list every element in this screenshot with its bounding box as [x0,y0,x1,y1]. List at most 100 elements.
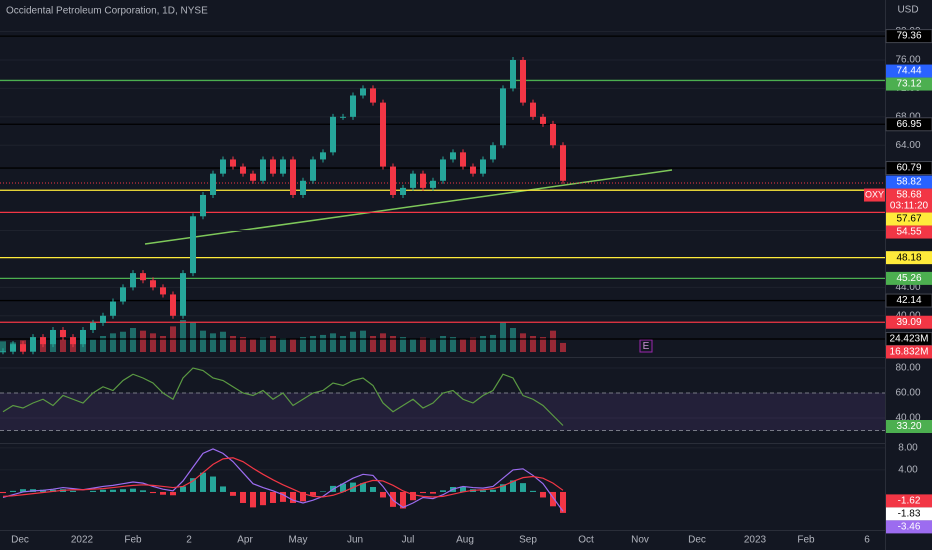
macd-histogram [210,476,216,492]
candle-body [190,216,196,274]
candle-body [480,159,486,174]
trend-line [144,169,673,245]
volume-bar [180,320,186,352]
candle-body [370,88,376,103]
volume-bar [90,339,96,352]
price-tag-label: 54.55 [896,227,921,238]
macd-histogram [490,489,496,492]
price-tag [886,494,932,508]
candle-body [100,315,106,323]
macd-histogram [160,491,166,495]
macd-histogram [460,486,466,492]
candle-body [210,173,216,195]
volume-bar [300,337,306,352]
event-marker[interactable] [639,339,653,353]
candle-body [530,102,536,117]
price-tag [886,345,932,359]
volume-bar [240,337,246,352]
volume-bar [410,338,416,352]
price-tag-label: 58.82 [896,177,921,188]
candle-body [180,273,186,316]
y-tick-label: 40.00 [895,413,920,424]
axis-border [0,530,932,531]
volume-bar [40,342,46,352]
candle-body [40,337,46,345]
macd-line [2,448,564,512]
candle-body [390,166,396,195]
macd-histogram [550,491,556,507]
volume-bar [380,333,386,352]
macd-histogram [560,491,566,513]
volume-bar [250,338,256,352]
price-tag-label: 66.95 [896,119,921,130]
candle-body [70,337,76,345]
macd-histogram [480,490,486,492]
macd-histogram [220,486,226,492]
price-tag [886,225,932,239]
signal-line [2,457,564,498]
volume-bar [310,336,316,352]
volume-bar [260,337,266,352]
x-tick-label: Dec [688,535,706,546]
price-tag-label: 79.36 [896,31,921,42]
candle-body [410,173,416,188]
price-tag-label: 58.68 [896,190,921,201]
macd-histogram [300,491,306,502]
panel-separator [0,443,885,444]
candle-body [160,287,166,295]
candle-body [260,159,266,181]
macd-histogram [430,491,436,494]
volume-bar [460,338,466,352]
candle-body [170,294,176,316]
volume-bar [490,334,496,352]
price-tag [885,293,932,308]
candle-body [230,159,236,167]
volume-bar [330,333,336,352]
macd-histogram [420,491,426,494]
macd-histogram [140,490,146,492]
candle-body [200,194,206,217]
price-tag-label: 24.423M [890,334,929,345]
volume-bar [340,336,346,352]
candle-body [560,145,566,181]
x-tick-label: May [289,535,308,546]
panel-separator [0,357,885,358]
candle-body [380,102,386,167]
x-tick-label: 2 [186,535,192,546]
candle-body [540,116,546,124]
volume-bar [530,336,536,352]
y-tick-label: 64.00 [895,140,920,151]
x-tick-label: Apr [237,535,253,546]
y-tick-label: 68.00 [895,111,920,122]
macd-histogram [290,491,296,503]
candle-body [400,187,406,195]
volume-bar [0,341,6,352]
y-tick-label: 44.00 [895,282,920,293]
candle-body [290,159,296,195]
x-tick-label: Dec [11,535,29,546]
x-tick-label: Jun [347,535,363,546]
price-tag [886,251,932,265]
volume-bar [60,338,66,352]
x-tick-label: Nov [631,535,649,546]
candle-body [20,344,26,352]
candle-body [110,301,116,316]
candle-body [500,88,506,146]
volume-bar [290,339,296,352]
price-tag-label: -1.62 [898,496,921,507]
macd-histogram [530,490,536,492]
y-tick-label: 4.00 [898,465,918,476]
symbol-tag [864,188,885,202]
volume-bar [360,330,366,352]
candle-body [520,59,526,103]
volume-bar [120,331,126,352]
event-label: E [643,341,650,352]
price-tag [886,520,932,534]
volume-bar [110,333,116,352]
volume-bar [500,322,506,352]
x-tick-label: Sep [519,535,537,546]
price-tag-label: 39.09 [896,317,921,328]
candle-body [430,180,436,188]
symbol-label: OXY [865,189,884,199]
macd-histogram [200,472,206,492]
